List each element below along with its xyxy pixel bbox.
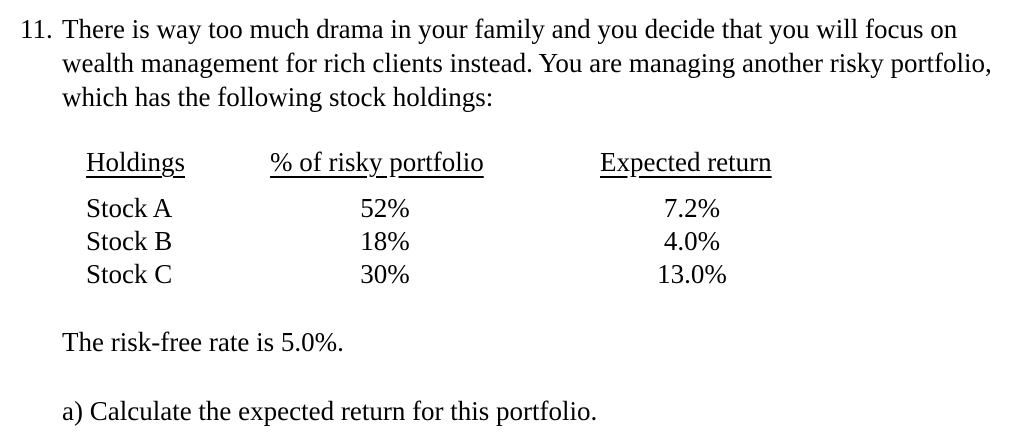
holding-percent: 18% [360, 226, 410, 256]
header-holdings: Holdings [86, 147, 186, 177]
holding-expected-return: 7.2% [663, 193, 721, 223]
table-row: Stock A 52% 7.2% [86, 192, 806, 225]
holding-name: Stock C [86, 259, 173, 289]
table-row: Stock C 30% 13.0% [86, 258, 806, 291]
header-expected-return: Expected return [600, 147, 772, 177]
problem-number: 11. [20, 14, 53, 44]
problem-statement: 11. There is way too much drama in your … [20, 12, 1010, 114]
holding-name: Stock B [86, 226, 173, 256]
holding-percent: 52% [360, 193, 410, 223]
holding-expected-return: 13.0% [657, 259, 727, 289]
question-a: a) Calculate the expected return for thi… [62, 396, 598, 426]
holding-expected-return: 4.0% [663, 226, 721, 256]
risk-free-rate-text: The risk-free rate is 5.0%. [62, 327, 344, 357]
problem-text: There is way too much drama in your fami… [62, 14, 992, 112]
header-percent-of-risky-portfolio: % of risky portfolio [270, 147, 484, 177]
table-row: Stock B 18% 4.0% [86, 225, 806, 258]
holding-percent: 30% [360, 259, 410, 289]
holding-name: Stock A [86, 193, 173, 223]
